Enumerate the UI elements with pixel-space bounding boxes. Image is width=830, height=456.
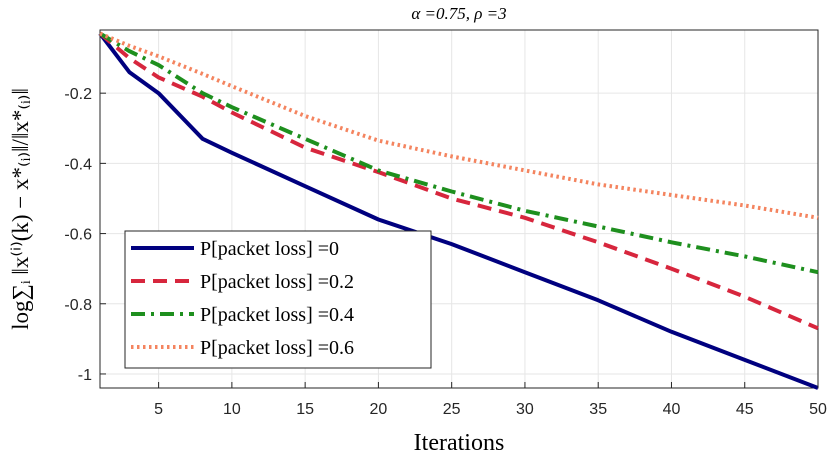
x-tick-label: 30	[516, 401, 534, 418]
plot-frame	[99, 29, 819, 389]
legend-label-3: P[packet loss] =0.6	[200, 337, 354, 359]
series-line-3	[99, 31, 819, 220]
y-tick-label: -0.6	[64, 227, 92, 244]
x-tick-label: 25	[443, 401, 461, 418]
series-line-0	[98, 32, 819, 390]
legend: P[packet loss] =0 P[packet loss] =0.2 P[pa…	[124, 230, 432, 369]
series-group	[98, 31, 819, 390]
y-tick-label: -0.4	[64, 156, 92, 173]
chart-title: α =0.75, ρ =3	[411, 4, 506, 23]
x-tick-label: 20	[370, 401, 388, 418]
x-tick-label: 50	[809, 401, 827, 418]
y-tick-label: -0.2	[64, 86, 92, 103]
x-axis-label: Iterations	[414, 430, 505, 456]
x-tick-label: 10	[223, 401, 241, 418]
y-axis-label: log∑ᵢ ‖x⁽ⁱ⁾(k) − x*₍ᵢ₎‖/‖x*₍ᵢ₎‖	[8, 88, 33, 330]
x-tick-label: 40	[663, 401, 681, 418]
y-ticks: -1 -0.8 -0.6 -0.4 -0.2	[64, 86, 106, 384]
y-tick-label: -1	[78, 367, 92, 384]
x-tick-label: 45	[736, 401, 754, 418]
legend-box	[124, 230, 432, 369]
x-tick-label: 5	[154, 401, 163, 418]
series-line-2	[98, 31, 819, 275]
legend-label-1: P[packet loss] =0.2	[200, 271, 354, 293]
x-tick-label: 35	[589, 401, 607, 418]
legend-label-2: P[packet loss] =0.4	[200, 304, 354, 326]
x-tick-label: 15	[296, 401, 314, 418]
y-tick-label: -0.8	[64, 297, 92, 314]
legend-label-0: P[packet loss] =0	[200, 238, 339, 260]
x-ticks: 5 10 15 20 25 30 35 40 45 50	[154, 382, 827, 418]
